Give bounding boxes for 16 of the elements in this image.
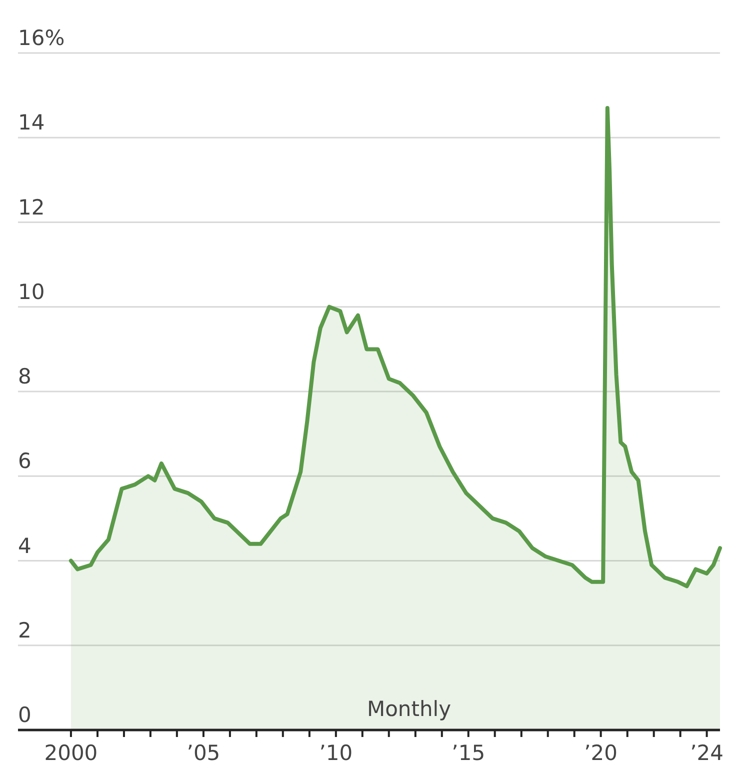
y-tick-label: 12 — [18, 195, 45, 220]
y-tick-label: 0 — [18, 703, 32, 727]
x-tick-label: ’24 — [690, 741, 724, 765]
y-tick-label: 2 — [18, 618, 32, 642]
y-tick-label: 14 — [18, 110, 45, 135]
x-tick-label: ’05 — [186, 741, 220, 765]
x-tick-label: ’15 — [452, 741, 486, 765]
annotation: Monthly — [366, 697, 452, 721]
x-tick-label: ’20 — [584, 741, 618, 765]
y-tick-label: 10 — [18, 280, 45, 304]
y-tick-label: 16% — [18, 26, 65, 50]
y-tick-label: 6 — [18, 449, 32, 474]
y-tick-label: 8 — [18, 364, 32, 388]
x-tick-label: ’10 — [319, 741, 353, 765]
x-tick-label: 2000 — [44, 741, 98, 765]
y-tick-label: 4 — [18, 534, 32, 558]
